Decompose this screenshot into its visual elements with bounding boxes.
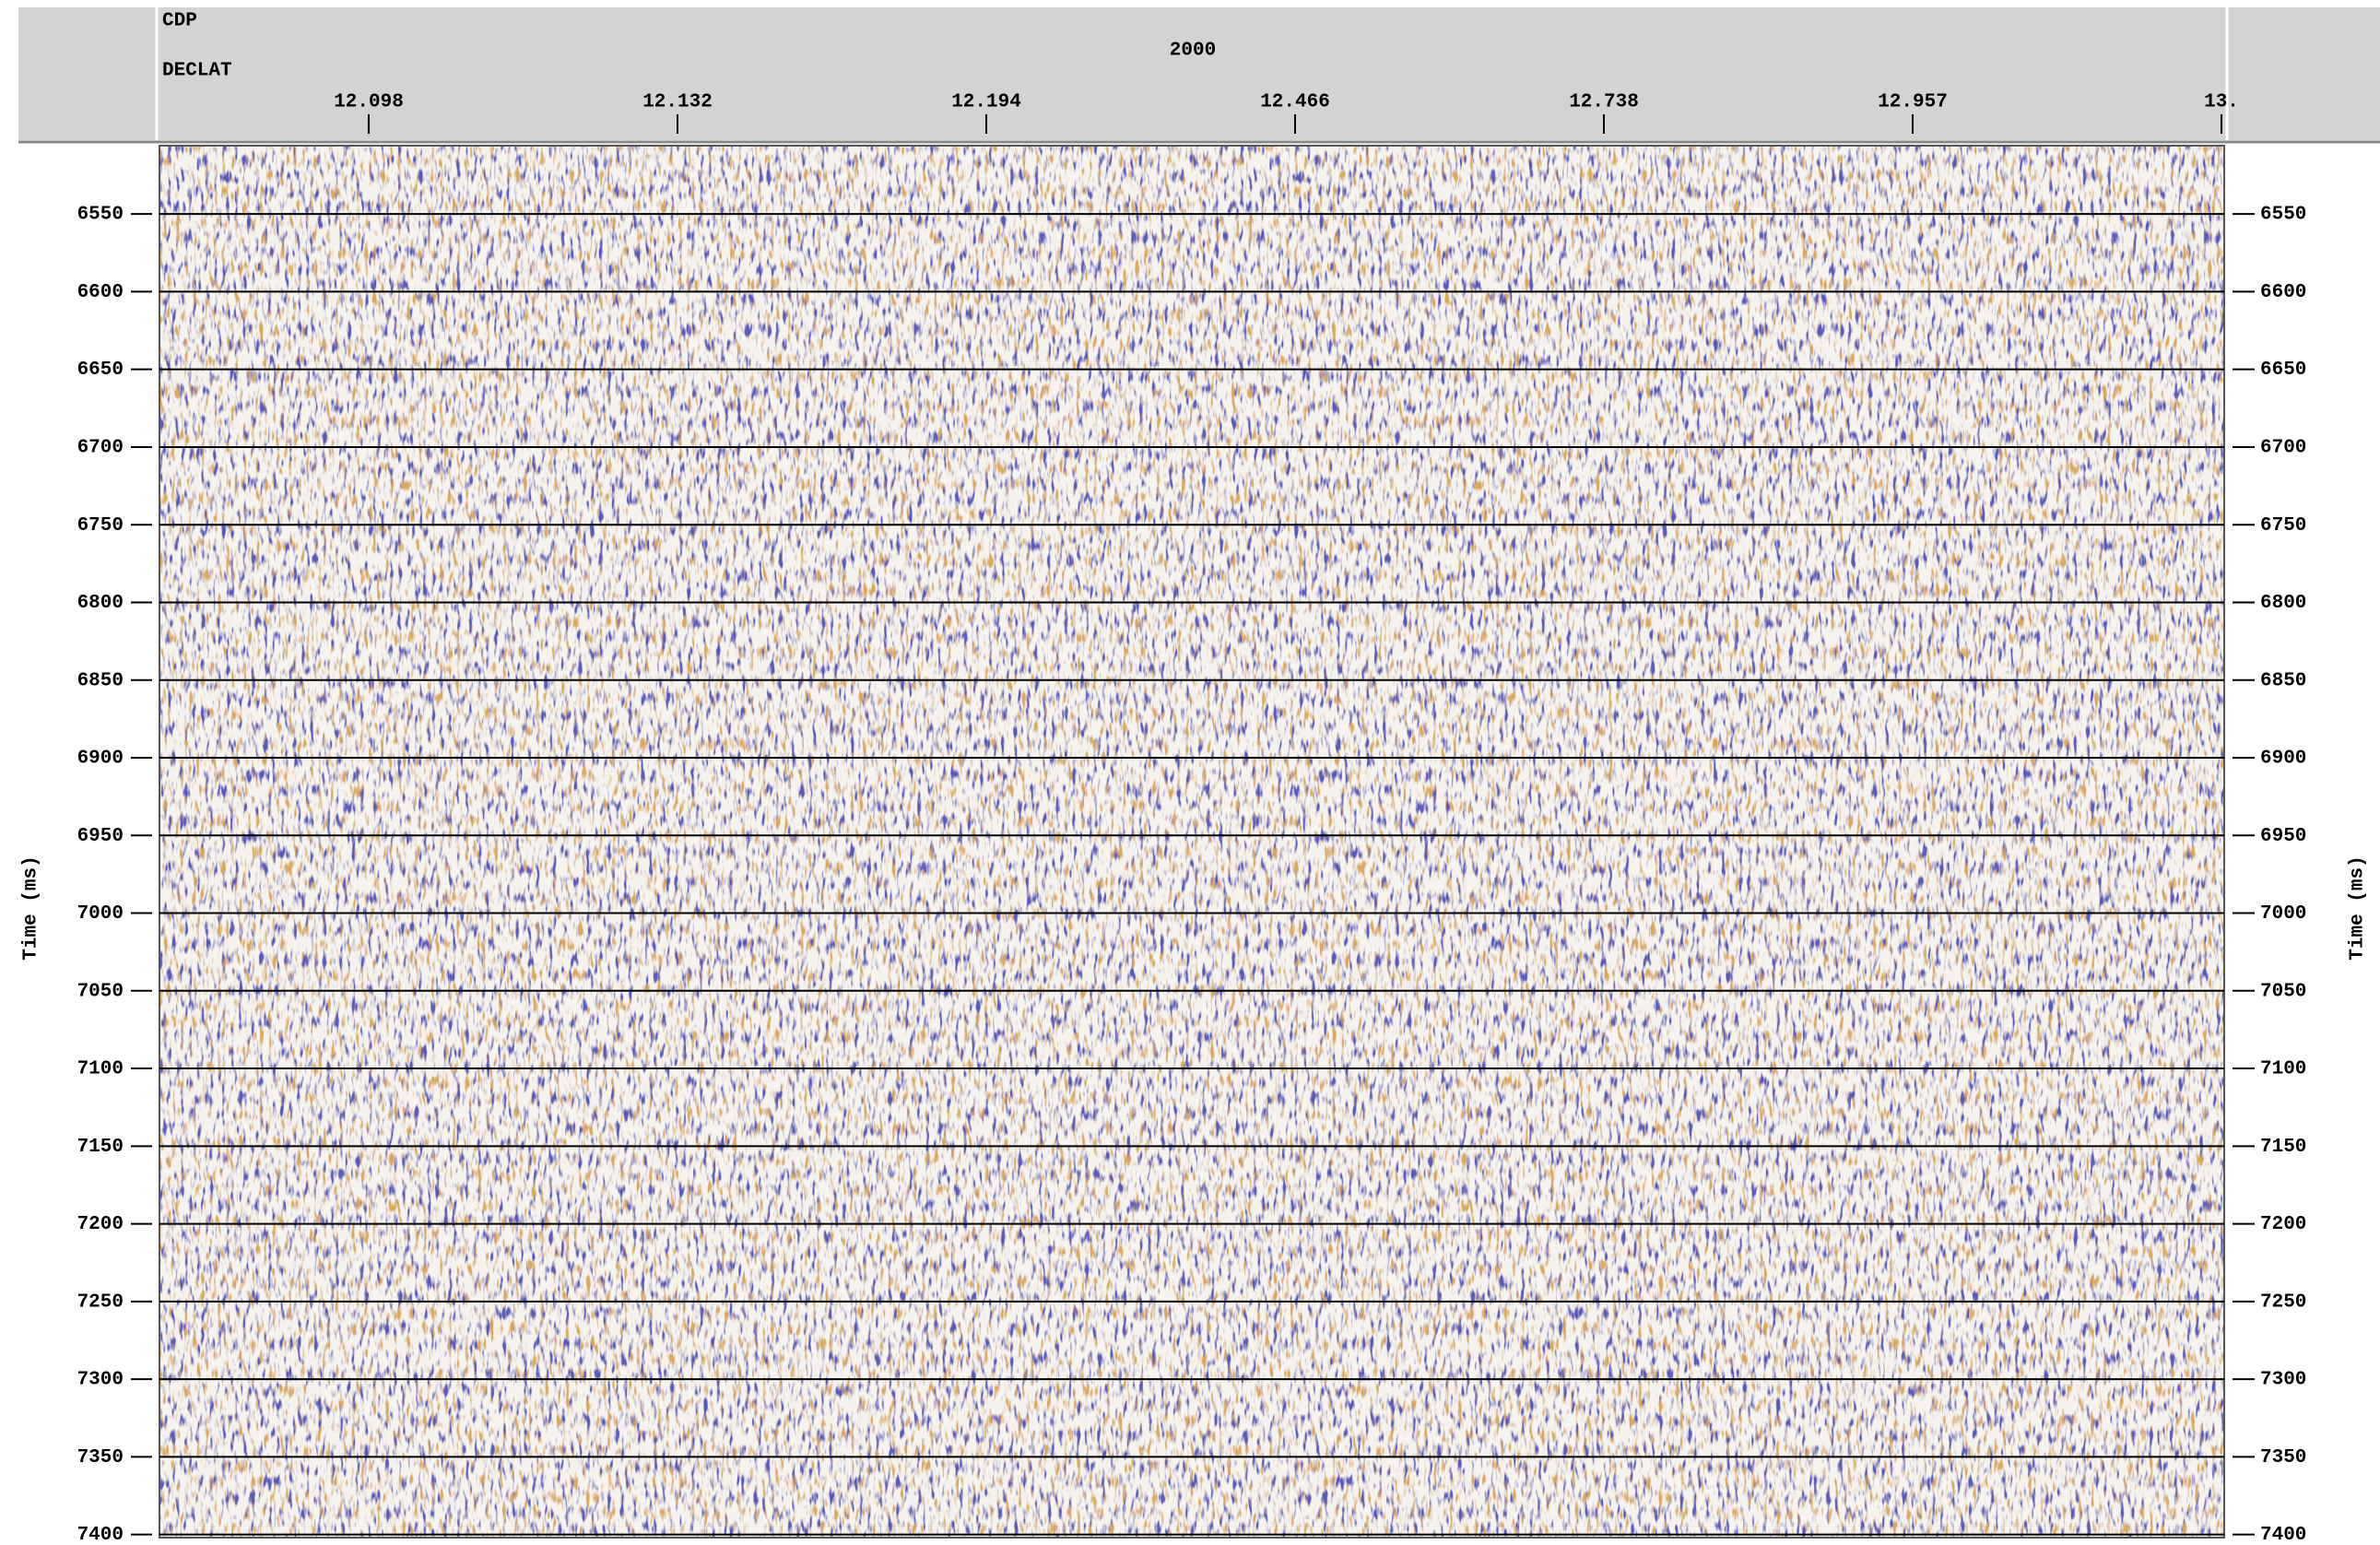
y-tick-label: 7350 [77,1447,124,1468]
y-tick-label: 6900 [2260,749,2306,770]
y-tick-label: 7350 [2260,1447,2306,1468]
top-label: 2000 [1170,41,1216,62]
y-tick-label: 7000 [2260,903,2306,925]
y-tick-label: 7250 [2260,1291,2306,1313]
y-axis-label: Time (ms) [2348,855,2369,960]
y-tick-label: 6750 [77,515,124,537]
y-tick-label: 7300 [2260,1370,2306,1391]
y-tick-label: 7050 [2260,981,2306,1002]
y-tick-label: 7000 [77,903,124,925]
y-tick-label: 7150 [77,1137,124,1158]
y-tick-label: 6850 [2260,670,2306,691]
y-tick-label: 6950 [2260,826,2306,847]
x-tick-label: 13. [2204,92,2239,113]
header-label: DECLAT [162,61,232,82]
x-tick-label: 12.132 [642,92,713,113]
y-tick-label: 6550 [77,205,124,226]
y-tick-label: 6650 [2260,360,2306,381]
y-tick-label: 7400 [77,1525,124,1545]
header-panel [18,7,2380,140]
header-label: CDP [162,11,197,32]
seismic-section [159,146,2224,1538]
x-tick-label: 12.466 [1260,92,1330,113]
y-tick-label: 6600 [2260,282,2306,303]
y-tick-label: 7250 [77,1291,124,1313]
y-tick-label: 7200 [77,1214,124,1235]
y-tick-label: 6900 [77,749,124,770]
y-tick-label: 7100 [2260,1059,2306,1080]
y-axis-label: Time (ms) [21,855,42,960]
y-tick-label: 7200 [2260,1214,2306,1235]
y-tick-label: 6800 [77,593,124,614]
y-tick-label: 6850 [77,670,124,691]
y-tick-label: 6800 [2260,593,2306,614]
y-tick-label: 6600 [77,282,124,303]
y-tick-label: 6650 [77,360,124,381]
y-tick-label: 7150 [2260,1137,2306,1158]
x-tick-label: 12.194 [951,92,1021,113]
y-tick-label: 7300 [77,1370,124,1391]
y-tick-label: 7050 [77,981,124,1002]
y-tick-label: 6700 [2260,437,2306,458]
y-tick-label: 6750 [2260,515,2306,537]
y-tick-label: 6550 [2260,205,2306,226]
y-tick-label: 7400 [2260,1525,2306,1545]
y-tick-label: 6950 [77,826,124,847]
y-tick-label: 7100 [77,1059,124,1080]
plot-border [159,145,2225,1539]
x-tick-label: 12.098 [334,92,404,113]
x-tick-label: 12.957 [1878,92,1948,113]
y-tick-label: 6700 [77,437,124,458]
x-tick-label: 12.738 [1569,92,1639,113]
